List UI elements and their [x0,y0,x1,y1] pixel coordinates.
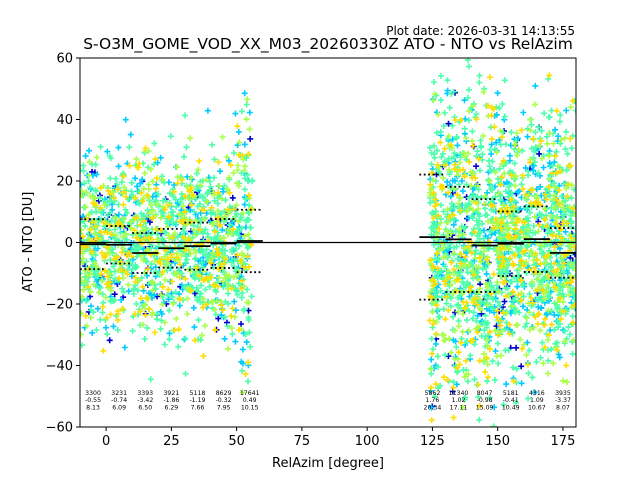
bin-count-label: 5118 [190,390,206,397]
x-tick-label: 25 [163,434,180,449]
bin-mean-label: -0.98 [477,397,493,404]
bin-std-label: 6.50 [138,404,152,411]
bin-count-label: 3300 [85,390,101,397]
bin-mean-label: -0.41 [503,397,519,404]
y-axis-label: ATO - NTO [DU] [21,192,36,293]
y-tick-label: 60 [56,52,73,67]
y-tick-label: −60 [46,421,73,436]
scatter-points-region-1-color-5 [80,123,255,378]
bin-mean-label: -0.55 [85,397,101,404]
ticks-layer: 0 25 50 75 100 125 150 175 −60 −40 −20 0 20 40 60 [46,52,576,450]
bin-count-label: 3935 [555,390,571,397]
bin-std-label: 8.13 [86,404,100,411]
bin-mean-label: -3.37 [555,397,571,404]
x-tick-label: 150 [485,434,510,449]
y-tick-label: 20 [56,175,73,190]
bin-count-label: 4316 [529,390,545,397]
x-tick-label: 75 [294,434,311,449]
bin-mean-label: -1.19 [189,397,205,404]
bin-mean-label: -0.74 [111,397,127,404]
bin-std-label: 7.66 [191,404,205,411]
bin-std-label: 15.09 [476,404,494,411]
bin-std-label: 8.07 [556,404,570,411]
bin-count-label: 5862 [425,390,441,397]
bin-count-label: 8629 [216,390,232,397]
chart-title: S-O3M_GOME_VOD_XX_M03_20260330Z ATO - NT… [83,35,573,54]
bin-mean-label: 1.09 [530,397,544,404]
bin-count-label: 8047 [477,390,493,397]
bin-std-label: 10.15 [241,404,259,411]
x-tick-label: 125 [420,434,445,449]
bin-count-label: 5181 [503,390,519,397]
bin-mean-label: 0.49 [243,397,257,404]
y-tick-label: 40 [56,113,73,128]
bin-count-label: 11340 [449,390,469,397]
bin-mean-label: -3.42 [137,397,153,404]
bin-statistics-layer: 3300-0.558.13 3231-0.746.09 3393-3.426.50 3… [80,173,576,411]
x-tick-label: 50 [228,434,245,449]
bin-std-label: 6.09 [112,404,126,411]
bin-count-label: 3921 [163,390,179,397]
bin-mean-label: 1.02 [452,397,466,404]
scatter-layer [80,58,576,427]
bin-mean-label: -1.86 [163,397,179,404]
x-tick-label: 0 [102,434,110,449]
y-tick-label: 0 [65,236,73,251]
bin-std-label: 10.49 [502,404,520,411]
bin-mean-label: 1.76 [426,397,440,404]
bin-std-label: 6.29 [164,404,178,411]
y-tick-label: −20 [46,298,73,313]
y-tick-label: −40 [46,359,73,374]
x-tick-label: 100 [355,434,380,449]
bin-mean-label: -0.32 [216,397,232,404]
plot-date: Plot date: 2026-03-31 14:13:55 [386,24,575,38]
x-tick-label: 175 [551,434,576,449]
bin-count-label: 3231 [111,390,127,397]
bin-std-label: 17.11 [450,404,468,411]
x-axis-label: RelAzim [degree] [272,456,384,471]
scatter-points-region-2-color-5 [426,72,576,424]
bin-count-label: 3393 [137,390,153,397]
bin-count-label: 17641 [240,390,260,397]
bin-std-label: 7.95 [217,404,231,411]
bin-std-label: 10.67 [528,404,546,411]
bin-std-label: 20.34 [424,404,442,411]
